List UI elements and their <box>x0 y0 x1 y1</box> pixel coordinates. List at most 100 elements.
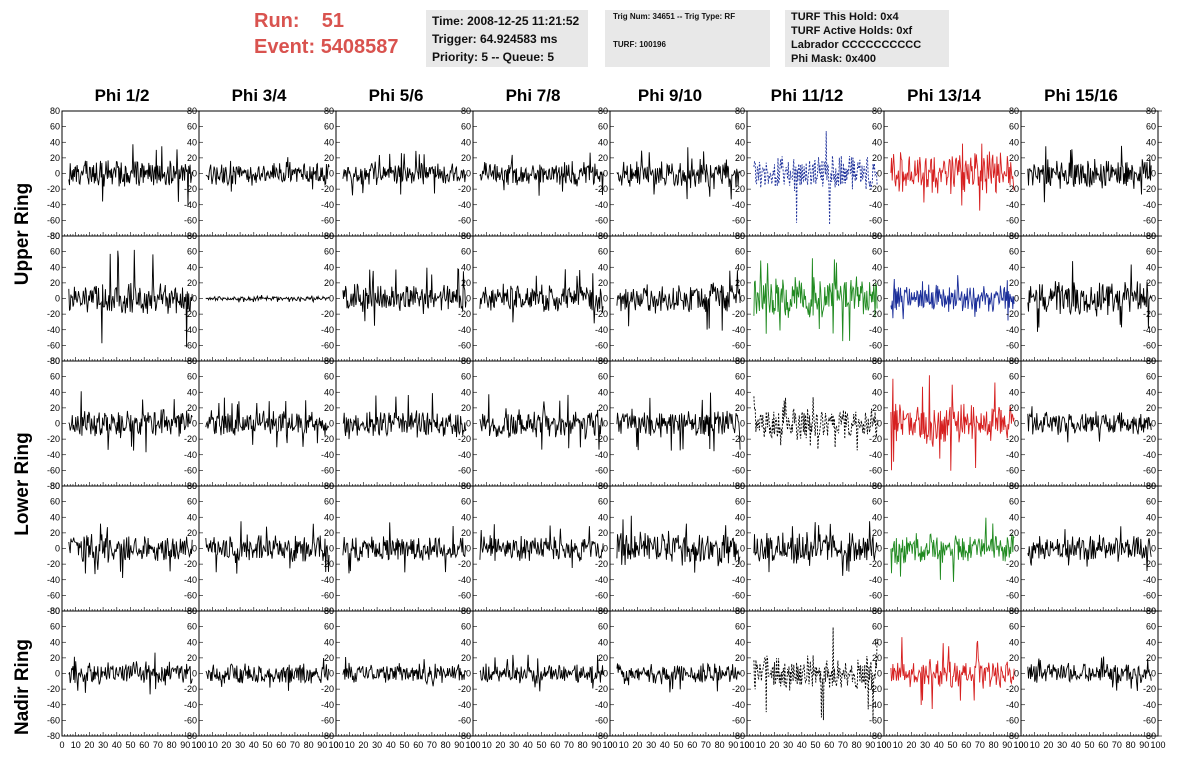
waveform-trace <box>205 157 330 192</box>
x-tick-label: 100 <box>465 740 480 750</box>
x-tick-label: 20 <box>906 740 916 750</box>
y-tick-label: 20 <box>50 153 60 163</box>
y-tick-label: 80 <box>735 356 745 366</box>
y-tick-label: -20 <box>869 559 882 569</box>
y-tick-label: -20 <box>1143 559 1156 569</box>
x-tick-label: 80 <box>304 740 314 750</box>
x-tick-label: 40 <box>523 740 533 750</box>
waveform-trace <box>890 375 1015 471</box>
y-tick-label: 80 <box>598 606 608 616</box>
x-tick-label: 20 <box>358 740 368 750</box>
y-tick-label: 20 <box>1009 653 1019 663</box>
waveform-trace <box>616 270 741 331</box>
x-tick-label: 70 <box>427 740 437 750</box>
y-tick-label: 60 <box>461 372 471 382</box>
y-tick-label: 20 <box>872 653 882 663</box>
y-tick-label: -40 <box>595 700 608 710</box>
priority-text: Priority: 5 -- Queue: 5 <box>432 50 555 64</box>
y-tick-label: -40 <box>458 575 471 585</box>
y-tick-label: 0 <box>603 294 608 304</box>
y-tick-label: 80 <box>1009 356 1019 366</box>
turf-text: TURF: 100196 <box>613 40 666 49</box>
y-tick-label: -40 <box>321 325 334 335</box>
y-tick-label: 60 <box>50 372 60 382</box>
y-tick-label: 0 <box>740 169 745 179</box>
time-text: Time: 2008-12-25 11:21:52 <box>432 14 580 28</box>
x-tick-label: 0 <box>1018 740 1023 750</box>
y-tick-label: 0 <box>1151 169 1156 179</box>
y-tick-label: -60 <box>869 715 882 725</box>
y-tick-label: -20 <box>458 309 471 319</box>
x-tick-label: 40 <box>1071 740 1081 750</box>
y-tick-label: 80 <box>461 106 471 116</box>
y-tick-label: 20 <box>598 403 608 413</box>
y-tick-label: -60 <box>869 215 882 225</box>
y-tick-label: -20 <box>321 684 334 694</box>
x-tick-label: 70 <box>153 740 163 750</box>
x-tick-label: 30 <box>235 740 245 750</box>
y-tick-label: 40 <box>1146 637 1156 647</box>
x-tick-label: 50 <box>810 740 820 750</box>
y-tick-label: -20 <box>595 434 608 444</box>
y-tick-label: -20 <box>869 309 882 319</box>
x-tick-label: 20 <box>632 740 642 750</box>
y-tick-label: 20 <box>1146 278 1156 288</box>
y-tick-label: -60 <box>184 215 197 225</box>
y-tick-label: 80 <box>187 481 197 491</box>
y-tick-label: 20 <box>187 153 197 163</box>
y-tick-label: 80 <box>50 606 60 616</box>
waveform-trace <box>68 249 193 348</box>
y-tick-label: -60 <box>1006 215 1019 225</box>
x-tick-label: 10 <box>1030 740 1040 750</box>
y-tick-label: -60 <box>1143 465 1156 475</box>
y-tick-label: -20 <box>184 434 197 444</box>
y-tick-label: 20 <box>187 403 197 413</box>
y-tick-label: 60 <box>324 497 334 507</box>
y-tick-label: -40 <box>1143 700 1156 710</box>
y-tick-label: -80 <box>1143 356 1156 366</box>
y-tick-label: -80 <box>47 481 60 491</box>
x-tick-label: 50 <box>947 740 957 750</box>
y-tick-label: 80 <box>598 481 608 491</box>
y-tick-label: -40 <box>1006 700 1019 710</box>
y-tick-label: 20 <box>735 403 745 413</box>
x-tick-label: 80 <box>989 740 999 750</box>
y-tick-label: -80 <box>1006 606 1019 616</box>
y-tick-label: 80 <box>461 606 471 616</box>
waveform-trace <box>342 150 467 196</box>
y-tick-label: -40 <box>869 325 882 335</box>
x-tick-label: 80 <box>852 740 862 750</box>
y-tick-label: 0 <box>603 419 608 429</box>
y-tick-label: -80 <box>47 731 60 741</box>
y-tick-label: -20 <box>321 434 334 444</box>
x-tick-label: 100 <box>191 740 206 750</box>
y-tick-label: -20 <box>732 559 745 569</box>
x-tick-label: 80 <box>715 740 725 750</box>
y-tick-label: 80 <box>187 606 197 616</box>
y-tick-label: 60 <box>1146 372 1156 382</box>
panel-frame <box>198 235 337 362</box>
y-tick-label: -20 <box>1006 309 1019 319</box>
x-tick-label: 30 <box>783 740 793 750</box>
y-tick-label: 80 <box>324 481 334 491</box>
y-tick-label: -20 <box>1143 309 1156 319</box>
y-tick-label: -20 <box>732 184 745 194</box>
y-tick-label: -20 <box>1143 684 1156 694</box>
y-tick-label: 40 <box>50 512 60 522</box>
y-tick-label: 0 <box>603 669 608 679</box>
y-tick-label: 60 <box>187 247 197 257</box>
y-tick-label: -40 <box>184 700 197 710</box>
x-tick-label: 90 <box>317 740 327 750</box>
x-tick-label: 30 <box>509 740 519 750</box>
y-tick-label: -80 <box>184 231 197 241</box>
y-tick-label: 0 <box>55 669 60 679</box>
y-tick-label: -40 <box>595 325 608 335</box>
y-tick-label: 20 <box>735 653 745 663</box>
y-tick-label: 80 <box>324 606 334 616</box>
y-tick-label: 0 <box>192 169 197 179</box>
waveform-trace <box>616 147 741 200</box>
y-tick-label: -80 <box>458 606 471 616</box>
y-tick-label: -20 <box>1006 684 1019 694</box>
x-tick-label: 90 <box>865 740 875 750</box>
y-tick-label: 20 <box>1146 653 1156 663</box>
